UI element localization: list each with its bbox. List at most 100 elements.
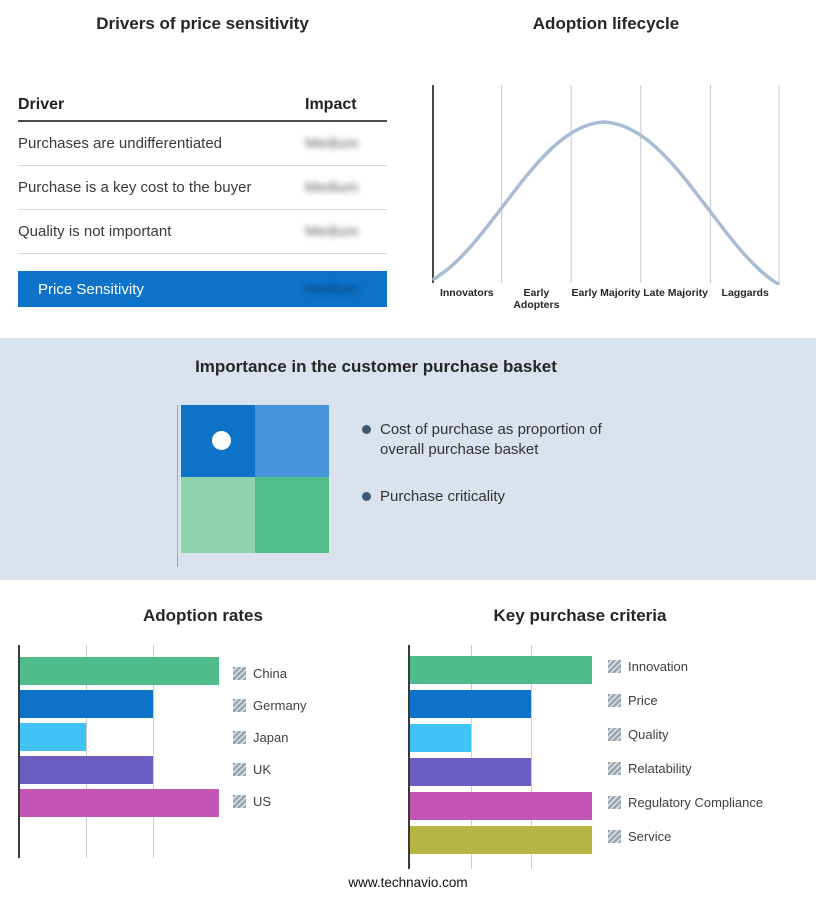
drivers-table-header: Driver Impact [18,92,387,122]
driver-label: Quality is not important [18,223,172,240]
legend-swatch [608,660,621,673]
bar-relatability [410,758,532,786]
legend-item: US [233,794,306,809]
legend-label: Price [628,693,658,708]
bullet-icon [362,425,371,434]
quadrant-top-left [181,405,255,477]
table-row: Purchases are undifferentiated Medium [18,122,387,166]
legend-item: Relatability [608,761,763,776]
bar-us [20,789,219,817]
legend-swatch [233,699,246,712]
legend-swatch [233,795,246,808]
driver-label: Purchases are undifferentiated [18,135,223,152]
list-item: Cost of purchase as proportion of overal… [362,420,642,460]
stage-label-early-adopters: Early Adopters [513,287,560,312]
quadrant-bottom-left [181,477,255,553]
bar-uk [20,756,153,784]
legend-swatch [608,762,621,775]
drivers-title: Drivers of price sensitivity [96,14,309,33]
position-marker-dot [212,431,231,450]
quadrant-top-right [255,405,329,477]
bar-quality [410,724,471,752]
legend-swatch [608,796,621,809]
bar-innovation [410,656,592,684]
lifecycle-title: Adoption lifecycle [532,14,680,33]
bar-germany [20,690,153,718]
column-header-driver: Driver [18,96,65,113]
summary-label: Price Sensitivity [38,280,144,298]
table-row: Purchase is a key cost to the buyer Medi… [18,166,387,210]
adoption-rates-title: Adoption rates [143,606,263,625]
legend-swatch [608,694,621,707]
bar-china [20,657,219,685]
legend-item: Japan [233,730,306,745]
gridline [152,645,154,858]
gridline [470,645,472,869]
legend-item: UK [233,762,306,777]
lifecycle-stage-labels: Innovators Early Adopters Early Majority… [432,287,780,312]
legend-swatch [233,731,246,744]
stage-label-innovators: Innovators [439,287,494,299]
top-section: Drivers of price sensitivity Driver Impa… [0,0,816,338]
legend-label: Japan [253,730,289,745]
legend-label: China [253,666,287,681]
legend-label: Germany [253,698,307,713]
drivers-table: Driver Impact Purchases are undifferenti… [18,92,387,307]
gridline [531,645,533,869]
impact-value-redacted: Medium [305,223,359,240]
key-purchase-criteria-title: Key purchase criteria [493,606,667,625]
bullet-text: Cost of purchase as proportion of overal… [380,421,602,458]
bullet-text: Purchase criticality [380,487,506,505]
bullet-icon [362,491,371,501]
gridline [86,645,88,858]
list-item: Purchase criticality [362,487,642,507]
driver-label: Purchase is a key cost to the buyer [18,179,252,196]
legend-label: Regulatory Compliance [628,795,764,810]
bar-japan [20,723,87,751]
bottom-charts-section: Adoption rates China Germany Japan [0,580,816,902]
legend-item: Quality [608,727,763,742]
price-sensitivity-summary-row: Price Sensitivity Medium [18,271,387,307]
legend-label: Innovation [628,659,688,674]
impact-value-redacted: Medium [305,179,359,196]
impact-value-redacted: Medium [305,135,359,152]
table-row: Quality is not important Medium [18,210,387,254]
legend-item: China [233,666,306,681]
legend-swatch [608,728,621,741]
bar-service [410,826,592,854]
adoption-rates-legend: China Germany Japan UK US [233,666,307,827]
legend-item: Germany [233,698,307,713]
legend-swatch [233,763,246,776]
purchase-basket-quadrant [177,405,329,567]
lifecycle-chart: Innovators Early Adopters Early Majority… [432,85,780,312]
legend-item: Price [608,693,763,708]
legend-label: Relatability [628,761,692,776]
stage-label-early-majority: Early Majority [571,287,641,299]
legend-label: UK [253,762,272,777]
legend-label: Service [628,829,672,844]
legend-item: Regulatory Compliance [608,795,764,810]
bar-regulatory-compliance [410,792,592,820]
quadrant-axis-line [177,405,178,567]
bell-curve-svg [432,85,780,285]
quadrant-bottom-right [255,477,329,553]
adoption-lifecycle-panel: Adoption lifecycle Innovators Early Adop… [432,14,780,311]
legend-item: Service [608,829,763,844]
purchase-basket-section: Importance in the customer purchase bask… [0,338,816,580]
website-url: www.technavio.com [348,875,468,890]
stage-label-laggards: Laggards [721,287,769,299]
key-purchase-criteria-legend: Innovation Price Quality Relatability Re… [608,659,764,864]
drivers-panel: Drivers of price sensitivity Driver Impa… [18,14,387,307]
legend-label: US [253,794,272,809]
stage-label-late-majority: Late Majority [643,287,708,299]
legend-label: Quality [628,727,669,742]
legend-swatch [608,830,621,843]
legend-swatch [233,667,246,680]
adoption-rates-plot [18,645,219,858]
basket-bullet-list: Cost of purchase as proportion of overal… [362,420,642,533]
bell-curve-path [432,120,780,285]
key-purchase-criteria-plot [408,645,592,869]
bar-price [410,690,532,718]
summary-impact-value-redacted: Medium [305,280,359,298]
